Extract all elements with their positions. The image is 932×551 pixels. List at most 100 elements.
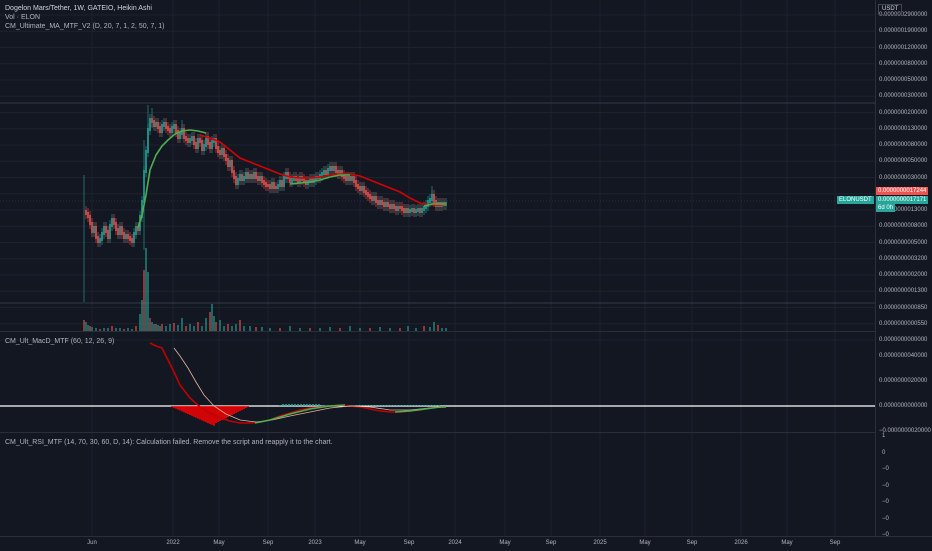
candle-body	[409, 209, 411, 213]
macd-histogram-bar	[183, 406, 185, 413]
pane-separator-rsi[interactable]	[0, 432, 932, 433]
candle-body	[91, 222, 93, 233]
ma-indicator-legend[interactable]: CM_Ultimate_MA_MTF_V2 (D, 20, 7, 1, 2, 5…	[5, 23, 165, 30]
volume-bar	[173, 323, 175, 331]
volume-bar	[139, 314, 141, 331]
candle-body	[237, 178, 239, 185]
macd-histogram-bar	[414, 405, 416, 406]
volume-bar	[211, 304, 213, 331]
candle-body	[201, 140, 203, 151]
price-tick-label: 0.0000000005000	[879, 239, 928, 246]
time-tick-label: Sep	[262, 540, 274, 546]
volume-bar	[185, 326, 187, 331]
volume-bar	[145, 248, 147, 331]
volume-bar	[115, 328, 117, 331]
macd-histogram-bar	[300, 404, 302, 406]
candle-body	[367, 192, 369, 197]
candle-body	[149, 118, 151, 131]
rsi-tick-label: −0	[882, 515, 889, 522]
candle-body	[245, 172, 247, 179]
time-tick-label: 2023	[308, 540, 322, 546]
time-scale[interactable]: Jun 2022 May Sep 2023 May Sep 2024 May Sep 2025 May…	[0, 536, 932, 551]
volume-bar	[147, 272, 149, 331]
macd-histogram-bar	[217, 406, 219, 422]
price-scale[interactable]: 0.0000002900000 0.0000001900000 0.00000012…	[875, 0, 932, 538]
macd-histogram-bar	[225, 406, 227, 418]
macd-histogram-bar	[402, 405, 404, 406]
macd-histogram-bar	[239, 406, 241, 411]
price-tick-label: 0.0000000000550	[879, 320, 928, 327]
candle-body	[427, 200, 429, 207]
candle-body	[141, 200, 143, 218]
candle-body	[413, 208, 415, 213]
candle-body	[407, 208, 409, 213]
volume-bar	[437, 325, 439, 331]
macd-histogram-bar	[321, 405, 323, 406]
macd-histogram-bar	[173, 406, 175, 408]
macd-histogram-bar	[209, 406, 211, 424]
macd-histogram-bar	[435, 405, 437, 406]
volume-bar	[299, 328, 301, 331]
candle-body	[145, 150, 147, 173]
candle-body	[243, 176, 245, 181]
countdown-badge: 6d 0h	[876, 204, 896, 212]
rsi-tick-label: 0	[882, 449, 886, 456]
macd-legend[interactable]: CM_Ult_MacD_MTF (60, 12, 26, 9)	[5, 338, 115, 345]
rsi-legend[interactable]: CM_Ult_RSI_MTF (14, 70, 30, 60, D, 14): …	[5, 439, 333, 446]
currency-button[interactable]: USDT	[878, 4, 903, 15]
price-tick-label: 0.0000000008000	[879, 223, 928, 230]
candle-body	[167, 126, 169, 131]
macd-histogram-bar	[207, 406, 209, 424]
macd-line-green	[254, 404, 346, 424]
volume-bar	[181, 318, 183, 331]
volume-bar	[441, 328, 443, 331]
macd-histogram-bar	[363, 405, 365, 406]
candle-body	[337, 170, 339, 175]
ma-fast-line-mid	[289, 174, 350, 185]
candle-body	[321, 172, 323, 177]
rsi-tick-label: −0	[882, 499, 889, 505]
volume-bar	[415, 328, 417, 331]
macd-histogram-bar	[235, 406, 237, 413]
volume-bar	[309, 328, 311, 331]
candle-body	[345, 176, 347, 181]
symbol-title[interactable]: Dogelon Mars/Tether, 1W, GATEIO, Heikin …	[5, 5, 152, 12]
volume-bar	[197, 322, 199, 331]
macd-histogram-bar	[357, 405, 359, 406]
volume-bar	[135, 326, 137, 331]
volume-bar	[379, 327, 381, 331]
candle-body	[411, 208, 413, 212]
main-legend: Dogelon Mars/Tether, 1W, GATEIO, Heikin …	[5, 4, 165, 31]
volume-legend[interactable]: Vol · ELON	[5, 14, 41, 21]
price-tick-label: 0.0000000000000	[879, 337, 928, 343]
macd-histogram-bar	[390, 405, 392, 406]
candle-body	[401, 206, 403, 211]
candle-body	[299, 176, 301, 183]
macd-histogram-bar	[318, 404, 320, 406]
pane-separator-macd[interactable]	[0, 331, 932, 332]
candle-body	[231, 160, 233, 173]
price-tick-label: 0.0000001900000	[879, 28, 928, 35]
macd-histogram-bar	[227, 406, 229, 417]
volume-bar	[243, 326, 245, 331]
volume-bar	[359, 328, 361, 331]
volume-bar	[429, 327, 431, 331]
price-tick-label: 0.0000000130000	[879, 125, 928, 132]
volume-bar	[215, 322, 217, 331]
candle-body	[221, 148, 223, 155]
chart-canvas[interactable]	[0, 0, 875, 536]
candle-body	[125, 234, 127, 239]
macd-histogram-bar	[221, 406, 223, 420]
candle-body	[137, 226, 139, 231]
main-chart-pane[interactable]	[0, 0, 875, 536]
volume-bar	[445, 328, 447, 331]
macd-histogram-bar	[408, 405, 410, 406]
candle-body	[199, 138, 201, 143]
candle-body	[397, 206, 399, 211]
candle-body	[423, 206, 425, 211]
candle-body	[269, 184, 271, 189]
macd-histogram-bar	[219, 406, 221, 421]
candle-body	[253, 172, 255, 179]
macd-histogram-bar	[393, 405, 395, 406]
candle-body	[425, 204, 427, 209]
